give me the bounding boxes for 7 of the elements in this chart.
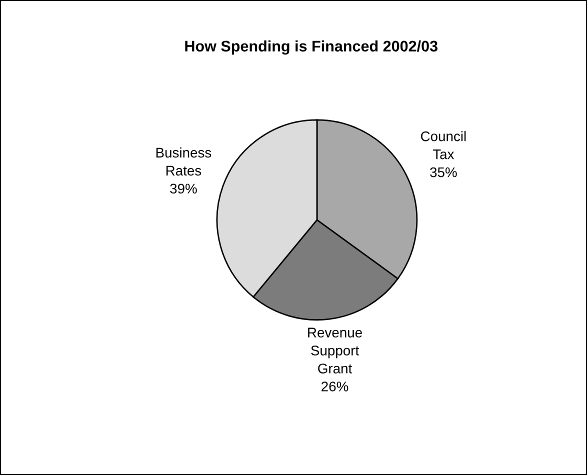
slice-label: Council Tax: [420, 131, 466, 160]
slice-label: Revenue Support Grant: [308, 328, 362, 374]
data-label: 35%: [430, 167, 457, 178]
chart-title: How Spending is Financed 2002/03: [185, 40, 438, 55]
data-label: 26%: [322, 382, 348, 392]
slice-label: Business Rates: [156, 147, 212, 176]
data-label: 39%: [170, 184, 197, 194]
